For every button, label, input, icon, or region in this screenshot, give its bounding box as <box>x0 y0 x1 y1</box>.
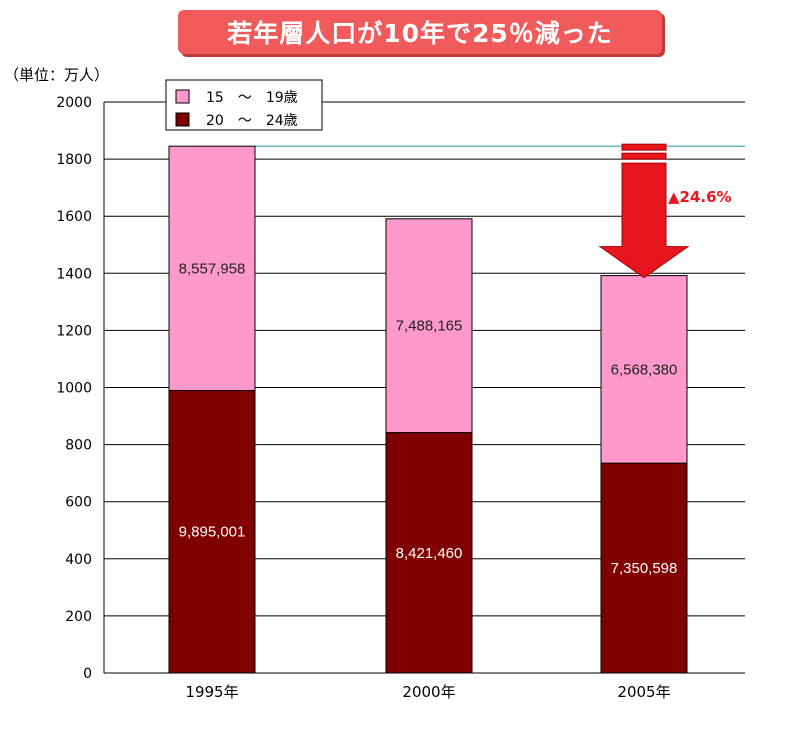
legend-swatch <box>175 112 190 127</box>
bar-segment-15-19 <box>168 145 256 391</box>
bar-data-label: 7,488,165 <box>396 318 463 335</box>
bar-data-label: 6,568,380 <box>611 361 678 378</box>
bar-data-label: 8,421,460 <box>396 545 463 562</box>
chart-title: 若年層人口が10年で25％減った <box>178 10 662 54</box>
bar-data-label: 9,895,001 <box>179 524 246 541</box>
x-tick-label: 2000年 <box>402 683 455 701</box>
y-tick-label: 1000 <box>56 381 92 397</box>
bars: 9,895,001 8,557,958 8,421,460 7,488,165 7,35… <box>168 145 688 674</box>
decrease-arrow: ▲24.6% <box>598 143 732 279</box>
y-tick-label: 1800 <box>56 152 92 168</box>
x-tick-label: 2005年 <box>617 683 670 701</box>
legend-label: 20 ～ 24歳 <box>206 113 298 129</box>
y-tick-label: 1200 <box>56 323 92 339</box>
y-tick-label: 1600 <box>56 209 92 225</box>
decrease-annotation: ▲24.6% <box>668 188 732 206</box>
x-tick-label: 1995年 <box>185 683 238 701</box>
y-tick-label: 400 <box>65 552 92 568</box>
y-tick-label: 1400 <box>56 266 92 282</box>
arrow-dash <box>621 152 667 160</box>
y-tick-label: 600 <box>65 495 92 511</box>
legend-label: 15 ～ 19歳 <box>206 90 298 106</box>
bar-segment-20-24 <box>168 389 256 674</box>
bar-segment-20-24 <box>600 462 688 674</box>
legend-swatch <box>175 89 190 104</box>
y-tick-label: 200 <box>65 609 92 625</box>
bar-segment-20-24 <box>385 432 473 674</box>
y-tick-label: 0 <box>83 666 92 682</box>
unit-label: （単位：万人） <box>4 66 110 84</box>
bar-data-label: 7,350,598 <box>611 560 678 577</box>
arrow-head <box>598 162 690 279</box>
axes: 0 200 400 600 800 1000 1200 1400 1600 1800 2000 199… <box>56 95 745 701</box>
y-tick-label: 800 <box>65 438 92 454</box>
legend: 15 ～ 19歳 20 ～ 24歳 <box>165 79 323 131</box>
y-tick-label: 2000 <box>56 95 92 111</box>
bar-data-label: 8,557,958 <box>179 260 246 277</box>
bar-segment-15-19 <box>385 218 473 434</box>
arrow-dash <box>621 143 667 151</box>
legend-box <box>165 79 323 131</box>
